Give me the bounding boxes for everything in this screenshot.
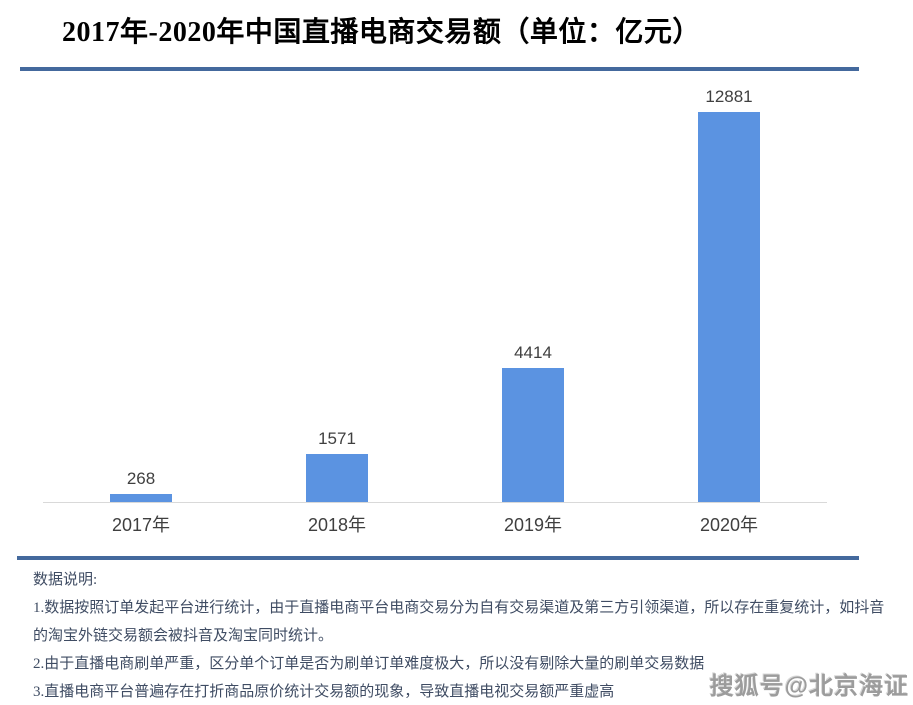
x-label-2020: 2020年 bbox=[699, 515, 759, 535]
bar-chart: 268 1571 4414 12881 bbox=[43, 85, 827, 503]
x-label-2019: 2019年 bbox=[503, 515, 563, 535]
note-item: 1.数据按照订单发起平台进行统计，由于直播电商平台电商交易分为自有交易渠道及第三… bbox=[33, 600, 885, 644]
data-notes: 数据说明: 1.数据按照订单发起平台进行统计，由于直播电商平台电商交易分为自有交… bbox=[33, 566, 889, 705]
note-item: 3.直播电商平台普遍存在打折商品原价统计交易额的现象，导致直播电视交易额严重虚高 bbox=[33, 684, 615, 700]
footer-divider bbox=[17, 556, 859, 560]
bar-2018 bbox=[306, 454, 368, 502]
x-label-2017: 2017年 bbox=[111, 515, 171, 535]
bar-group-2019: 4414 bbox=[435, 85, 631, 502]
bar-value-2018: 1571 bbox=[318, 429, 356, 448]
x-axis-labels: 2017年 2018年 2019年 2020年 bbox=[43, 511, 827, 537]
bar-value-2020: 12881 bbox=[705, 87, 753, 106]
chart-title: 2017年-2020年中国直播电商交易额（单位：亿元） bbox=[62, 17, 701, 48]
bar-value-2017: 268 bbox=[126, 469, 156, 488]
watermark: 搜狐号@北京海证 bbox=[709, 673, 909, 700]
bar-value-2019: 4414 bbox=[514, 343, 552, 362]
title-divider bbox=[20, 67, 859, 71]
bar-2019 bbox=[502, 368, 564, 502]
x-label-2018: 2018年 bbox=[307, 515, 367, 535]
bar-group-2017: 268 bbox=[43, 85, 239, 502]
bar-group-2020: 12881 bbox=[631, 85, 827, 502]
bar-2017 bbox=[110, 494, 172, 502]
bar-group-2018: 1571 bbox=[239, 85, 435, 502]
bar-2020 bbox=[698, 112, 760, 502]
note-item: 2.由于直播电商刷单严重，区分单个订单是否为刷单订单难度极大，所以没有剔除大量的… bbox=[33, 656, 705, 672]
notes-heading: 数据说明: bbox=[33, 572, 98, 588]
